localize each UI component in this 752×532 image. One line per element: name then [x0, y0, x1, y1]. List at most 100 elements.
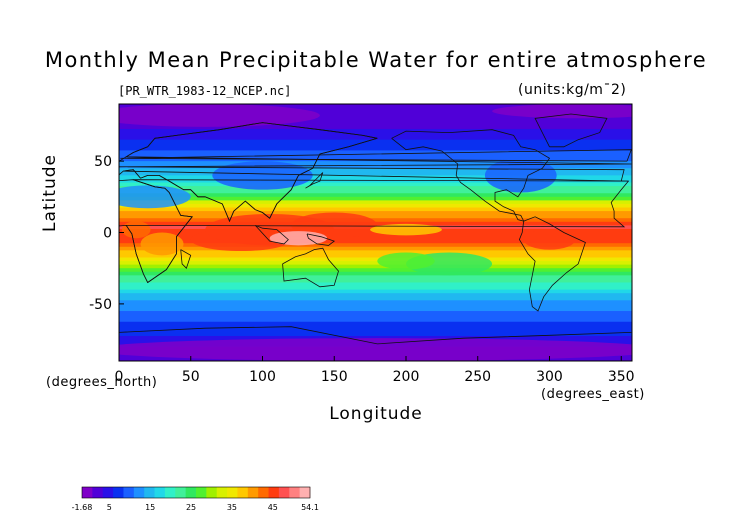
- latitude-band: [119, 293, 632, 298]
- colorbar-label: 25: [186, 503, 196, 512]
- x-tick-label: 300: [536, 369, 563, 385]
- latitude-band: [119, 336, 632, 341]
- colorbar: -1.68 5 15 25 35 45 54.1: [72, 486, 319, 512]
- colorbar-swatch: [123, 487, 135, 498]
- coastline: [391, 129, 551, 222]
- latitude-band: [119, 282, 632, 287]
- latitude-band: [119, 300, 632, 305]
- latitude-band: [119, 278, 632, 284]
- latitude-band: [119, 143, 632, 148]
- moisture-feature: [121, 221, 151, 239]
- moisture-feature: [484, 158, 557, 193]
- colorbar-label: 54.1: [301, 503, 319, 512]
- latitude-band: [119, 150, 632, 155]
- latitude-band: [119, 236, 632, 241]
- x-tick-label: 250: [464, 369, 491, 385]
- latitude-band: [119, 289, 632, 294]
- latitude-band: [119, 321, 632, 326]
- coastline: [306, 233, 336, 246]
- x-axis-unit-label: (degrees_north): [46, 375, 158, 390]
- latitude-band: [119, 268, 632, 273]
- x-tick-label: 0: [115, 369, 124, 385]
- colorbar-label: 5: [107, 503, 112, 512]
- moisture-feature: [190, 228, 292, 252]
- latitude-band: [119, 114, 632, 119]
- colorbar-swatch: [133, 487, 145, 498]
- y-tick-label: -50: [89, 297, 112, 313]
- moisture-feature: [140, 232, 184, 256]
- colorbar-swatch: [289, 487, 301, 498]
- latitude-band: [119, 303, 632, 309]
- latitude-band: [119, 261, 632, 266]
- colorbar-swatch: [144, 487, 155, 498]
- colorbar-swatch: [216, 487, 228, 498]
- latitude-band: [119, 178, 632, 184]
- latitude-band: [119, 118, 632, 123]
- latitude-band: [119, 153, 632, 159]
- y-tick-label: 50: [94, 154, 112, 170]
- latitude-band: [119, 286, 632, 291]
- colorbar-swatch: [185, 487, 197, 498]
- latitude-band: [119, 296, 632, 301]
- colorbar-label: 45: [268, 503, 278, 512]
- latitude-band: [119, 146, 632, 152]
- moisture-feature: [212, 161, 313, 190]
- colorbar-swatch: [247, 487, 259, 498]
- latitude-band: [119, 328, 632, 334]
- latitude-band: [119, 139, 632, 144]
- x-tick-label: 200: [393, 369, 420, 385]
- coastline: [119, 326, 632, 345]
- coastline: [180, 249, 192, 269]
- latitude-band: [119, 168, 632, 173]
- coastline: [119, 122, 378, 223]
- colorbar-swatch: [237, 487, 249, 498]
- latitude-band: [119, 111, 632, 116]
- latitude-band: [119, 257, 632, 262]
- latitude-band: [119, 164, 632, 169]
- coastline: [518, 216, 586, 312]
- latitude-band: [119, 132, 632, 137]
- latitude-band: [119, 200, 632, 205]
- moisture-features: [119, 104, 632, 361]
- latitude-band: [119, 125, 632, 130]
- latitude-band: [119, 107, 632, 112]
- latitude-band: [119, 175, 632, 180]
- colorbar-swatch: [196, 487, 207, 498]
- colorbar-swatch: [154, 487, 166, 498]
- latitude-band: [119, 104, 632, 109]
- latitude-band: [119, 182, 632, 187]
- colorbar-label: 35: [227, 503, 237, 512]
- latitude-band: [119, 318, 632, 323]
- latitude-band: [119, 207, 632, 212]
- colorbar-swatch: [206, 487, 218, 498]
- latitude-band: [119, 186, 632, 191]
- dataset-filename: [PR_WTR_1983-12_NCEP.nc]: [118, 84, 292, 98]
- moisture-feature: [492, 104, 632, 119]
- colorbar-swatch: [92, 487, 104, 498]
- latitude-band: [119, 314, 632, 319]
- moisture-feature: [269, 231, 328, 246]
- x-tick-label: 50: [182, 369, 200, 385]
- colorbar-swatch: [258, 487, 269, 498]
- latitude-band: [119, 275, 632, 280]
- latitude-band: [119, 332, 632, 337]
- latitude-band: [119, 239, 632, 244]
- moisture-feature: [523, 229, 576, 250]
- coastline: [282, 247, 339, 288]
- moisture-feature: [291, 212, 378, 239]
- latitude-band: [119, 311, 632, 316]
- colorbar-label: 15: [145, 503, 155, 512]
- latitude-band: [119, 250, 632, 255]
- x-axis-label: Longitude: [329, 404, 423, 424]
- y-tick-label: 0: [103, 226, 112, 242]
- latitude-band: [119, 211, 632, 216]
- chart-title: Monthly Mean Precipitable Water for enti…: [44, 48, 708, 72]
- moisture-feature: [377, 252, 435, 270]
- latitude-band: [119, 121, 632, 127]
- colorbar-swatch: [102, 487, 114, 498]
- moisture-feature: [119, 185, 191, 209]
- coastlines: [119, 113, 632, 345]
- coastline: [120, 149, 632, 162]
- moisture-feature: [119, 338, 632, 361]
